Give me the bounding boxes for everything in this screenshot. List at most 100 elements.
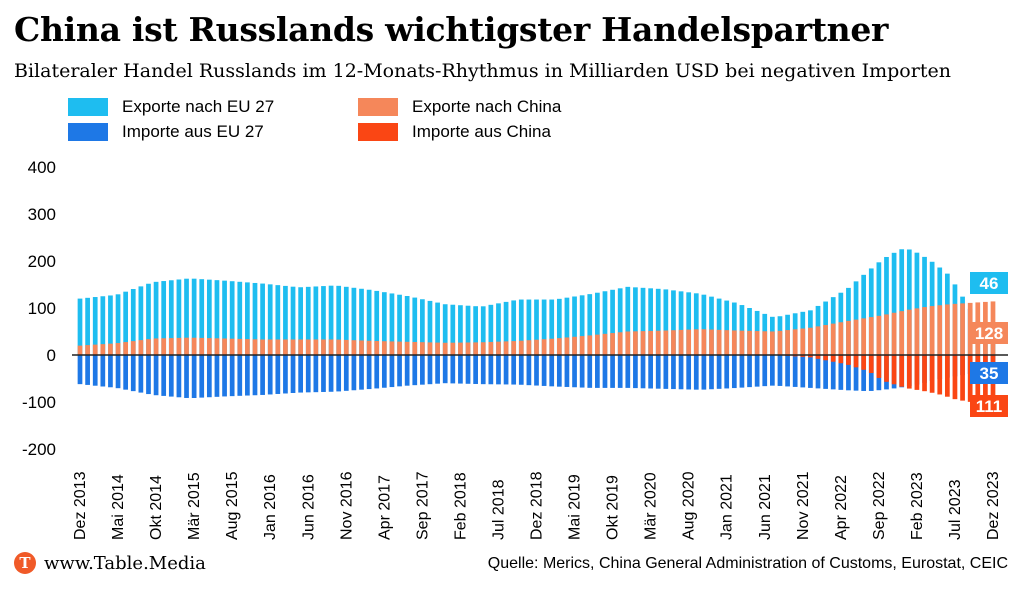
x-tick-label: Jun 2016 [300, 474, 317, 540]
bar-2-116 [960, 303, 965, 355]
bar-2-81 [693, 329, 699, 355]
bar-0-60 [534, 299, 539, 355]
bar-1-36 [351, 355, 357, 391]
legend-label-exporte-eu: Exporte nach EU 27 [122, 97, 275, 116]
bar-2-57 [511, 341, 517, 355]
bar-2-85 [724, 330, 730, 355]
x-tick-label: Sep 2022 [871, 471, 888, 540]
bar-2-82 [701, 329, 707, 355]
bar-2-44 [412, 342, 418, 355]
bar-1-25 [267, 355, 273, 395]
bar-1-97 [815, 355, 821, 389]
bar-2-12 [168, 338, 174, 355]
bar-0-74 [640, 287, 646, 355]
bar-1-46 [427, 355, 433, 385]
bar-0-85 [724, 300, 730, 355]
bar-1-8 [138, 355, 144, 393]
bar-3-96 [808, 355, 813, 358]
bar-2-63 [556, 338, 562, 355]
bar-1-61 [541, 355, 547, 386]
x-tick-label: Jan 2021 [719, 474, 736, 540]
bar-2-52 [473, 342, 478, 355]
bar-1-43 [404, 355, 410, 386]
bar-0-58 [518, 299, 524, 355]
bar-2-61 [541, 339, 547, 355]
bar-0-67 [587, 294, 593, 355]
bar-0-70 [610, 289, 615, 355]
bar-0-86 [731, 302, 737, 355]
bar-0-104 [868, 268, 874, 355]
bar-2-115 [952, 303, 958, 355]
bar-1-87 [739, 355, 745, 388]
bar-2-93 [785, 330, 790, 355]
bar-1-13 [176, 355, 182, 398]
bar-1-69 [602, 355, 608, 388]
bar-2-109 [906, 309, 912, 355]
legend-swatch-importe-eu [68, 123, 108, 141]
bar-3-107 [891, 355, 897, 385]
bar-2-13 [176, 337, 182, 355]
bar-0-40 [381, 292, 387, 355]
bar-0-17 [206, 279, 212, 355]
bar-0-103 [861, 274, 867, 355]
bar-3-95 [800, 355, 806, 357]
bar-0-14 [184, 278, 189, 355]
end-label-box-1 [970, 322, 1008, 344]
bar-1-30 [305, 355, 311, 393]
bar-0-47 [435, 302, 440, 355]
bar-0-54 [488, 304, 494, 355]
bar-2-6 [123, 342, 129, 355]
bar-1-40 [381, 355, 387, 388]
bar-3-112 [929, 355, 935, 393]
x-tick-label: Feb 2018 [452, 472, 469, 540]
chart-area: 400 300 200 100 0 -100 -200 Dez 2013 Mai 2014 Okt… [22, 158, 1008, 540]
bar-0-69 [602, 291, 608, 355]
bar-2-110 [914, 308, 920, 355]
bar-2-47 [435, 342, 440, 355]
legend-item-importe-china: Importe aus China [358, 121, 551, 143]
end-label-3: 111 [976, 397, 1003, 416]
bar-0-20 [229, 281, 235, 355]
bar-1-94 [792, 355, 798, 387]
bar-1-89 [754, 355, 760, 387]
bar-3-103 [861, 355, 867, 370]
x-tick-label: Jan 2016 [262, 474, 279, 540]
bar-1-59 [526, 355, 532, 386]
bar-1-58 [518, 355, 524, 385]
bar-1-101 [846, 355, 851, 391]
bar-2-74 [640, 331, 646, 355]
bar-0-12 [168, 280, 174, 355]
bar-0-35 [343, 286, 349, 355]
bar-0-25 [267, 284, 273, 355]
bar-1-80 [686, 355, 692, 390]
bar-0-45 [420, 299, 425, 355]
bar-0-30 [305, 286, 311, 355]
x-tick-label: Mär 2015 [186, 472, 203, 540]
bar-2-43 [404, 341, 410, 355]
bar-1-81 [693, 355, 699, 390]
legend-swatch-importe-china [358, 123, 398, 141]
bar-1-76 [655, 355, 661, 389]
bar-1-84 [716, 355, 722, 389]
bar-2-32 [321, 339, 326, 355]
footer-logo[interactable]: T www.Table.Media [14, 552, 206, 574]
bar-0-42 [397, 294, 402, 355]
bar-1-53 [480, 355, 486, 385]
bar-0-111 [922, 256, 927, 355]
legend-swatch-exporte-eu [68, 98, 108, 116]
bar-2-54 [488, 341, 494, 355]
bar-3-114 [944, 355, 950, 397]
bar-1-12 [168, 355, 174, 397]
bar-0-80 [686, 292, 692, 355]
bar-0-53 [480, 306, 486, 355]
bar-1-91 [770, 355, 775, 386]
bar-0-109 [906, 249, 912, 355]
bar-0-18 [214, 280, 220, 355]
bar-1-73 [633, 355, 638, 389]
bar-2-99 [830, 323, 836, 355]
bar-2-8 [138, 340, 144, 355]
legend-item-exporte-eu: Exporte nach EU 27 [68, 96, 274, 118]
bar-1-0 [77, 355, 83, 385]
bar-3-115 [952, 355, 958, 400]
x-tick-label: Jun 2021 [757, 474, 774, 540]
